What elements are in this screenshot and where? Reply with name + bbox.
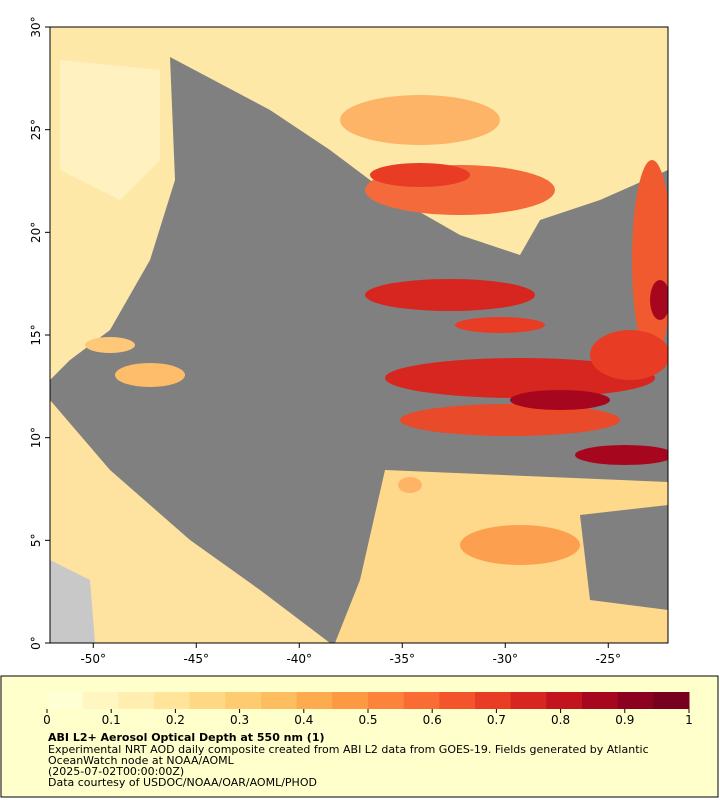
colorbar-tick-label: 0.5: [358, 713, 377, 727]
colorbar-segment: [439, 692, 476, 709]
colorbar-segment: [296, 692, 333, 709]
colorbar-segment: [118, 692, 155, 709]
colorbar-tick-label: 0: [43, 713, 51, 727]
colorbar-segment: [154, 692, 191, 709]
x-tick-label: -25°: [595, 652, 621, 666]
colorbar-tick-label: 0.9: [615, 713, 634, 727]
legend-description: (2025-07-02T00:00:00Z): [48, 765, 184, 778]
colorbar-segment: [653, 692, 690, 709]
legend-description: Data courtesy of USDOC/NOAA/OAR/AOML/PHO…: [48, 776, 317, 789]
x-tick-label: -35°: [389, 652, 415, 666]
colorbar-segment: [546, 692, 583, 709]
y-tick-label: 5°: [29, 534, 43, 548]
colorbar-tick-label: 0.6: [423, 713, 442, 727]
legend-title: ABI L2+ Aerosol Optical Depth at 550 nm …: [48, 731, 325, 744]
legend-description: Experimental NRT AOD daily composite cre…: [48, 743, 649, 756]
colorbar-segment: [261, 692, 298, 709]
colorbar-tick-label: 0.1: [102, 713, 121, 727]
colorbar-tick-label: 0.7: [487, 713, 506, 727]
y-tick-label: 20°: [29, 222, 43, 243]
colorbar-tick-label: 0.8: [551, 713, 570, 727]
x-tick-label: -30°: [492, 652, 518, 666]
x-tick-label: -45°: [183, 652, 209, 666]
colorbar-segment: [82, 692, 119, 709]
y-tick-label: 30°: [29, 16, 43, 37]
y-tick-label: 0°: [29, 636, 43, 650]
colorbar-tick-label: 1: [685, 713, 693, 727]
colorbar-segment: [368, 692, 405, 709]
colorbar-segment: [225, 692, 262, 709]
x-tick-label: -40°: [286, 652, 312, 666]
map-imagery: [50, 27, 668, 643]
colorbar-segment: [617, 692, 654, 709]
colorbar-tick-label: 0.4: [294, 713, 313, 727]
colorbar-segment: [332, 692, 369, 709]
legend-description: OceanWatch node at NOAA/AOML: [48, 754, 235, 767]
y-tick-label: 10°: [29, 427, 43, 448]
y-tick-label: 25°: [29, 119, 43, 140]
colorbar-segment: [582, 692, 619, 709]
colorbar-segment: [475, 692, 512, 709]
colorbar-segment: [403, 692, 440, 709]
colorbar-tick-label: 0.3: [230, 713, 249, 727]
x-tick-label: -50°: [80, 652, 106, 666]
colorbar-segment: [47, 692, 84, 709]
y-tick-label: 15°: [29, 324, 43, 345]
colorbar-tick-label: 0.2: [166, 713, 185, 727]
colorbar-segment: [189, 692, 226, 709]
colorbar-segment: [510, 692, 547, 709]
